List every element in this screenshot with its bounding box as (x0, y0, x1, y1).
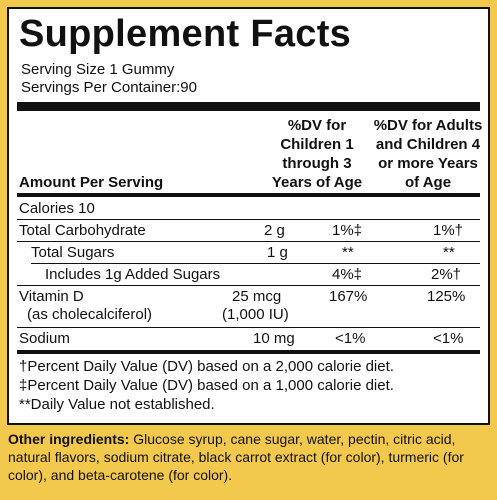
nutrient-name: Includes 1g Added Sugars (45, 266, 221, 283)
dv-adults-value: 1%† (433, 222, 464, 239)
header-dv-children-line: Children 1 (280, 136, 354, 153)
dv-children-value: ** (342, 244, 354, 261)
dv-adults-value: ** (443, 244, 455, 261)
table-row: Sodium 10 mg <1% <1% (17, 328, 480, 350)
supplement-facts-panel: Supplement Facts Serving Size 1 Gummy Se… (7, 7, 490, 425)
nutrient-amount: 1 g (267, 244, 288, 261)
nutrient-amount: 2 g (264, 222, 285, 239)
other-ingredients: Other ingredients: Glucose syrup, cane s… (8, 430, 493, 484)
servings-per-container: Servings Per Container:90 (21, 79, 197, 96)
table-row: Total Sugars 1 g ** ** (17, 242, 480, 264)
header-dv-adults-line: %DV for Adults (373, 117, 483, 134)
header-dv-adults-line: and Children 4 (375, 136, 481, 153)
header-amount-per-serving: Amount Per Serving (19, 174, 164, 191)
header-dv-adults-line: of Age (404, 174, 452, 191)
nutrient-amount: 10 mg (253, 330, 295, 347)
footnote-2000: †Percent Daily Value (DV) based on a 2,0… (19, 358, 394, 375)
table-row: Vitamin D (as cholecalciferol) 25 mcg (1… (17, 286, 480, 328)
row-divider (31, 263, 480, 264)
calories-label: Calories 10 (19, 200, 95, 217)
other-ingredients-label: Other ingredients: (8, 431, 130, 447)
dv-children-value: 167% (329, 288, 368, 305)
row-divider (17, 327, 480, 328)
header-dv-adults-line: or more Years (378, 155, 478, 172)
footnote-dv-not-established: **Daily Value not established. (19, 396, 215, 413)
header-dv-children-line: Years of Age (271, 174, 363, 191)
nutrient-subname: (as cholecalciferol) (27, 306, 153, 323)
calories-row: Calories 10 (17, 198, 480, 220)
row-divider (17, 219, 480, 220)
thick-rule-top (17, 102, 480, 111)
header-dv-children: %DV for Children 1 through 3 Years of Ag… (267, 116, 367, 192)
other-ingredients-text: Glucose syrup, cane sugar, water, pectin… (8, 431, 464, 483)
nutrient-amount: 25 mcg (232, 288, 282, 305)
dv-children-value: <1% (335, 330, 366, 347)
footnote-1000: ‡Percent Daily Value (DV) based on a 1,0… (19, 377, 394, 394)
dv-children-value: 4%‡ (332, 266, 363, 283)
dv-adults-value: 125% (427, 288, 466, 305)
serving-size: Serving Size 1 Gummy (21, 61, 175, 78)
table-row: Includes 1g Added Sugars 4%‡ 2%† (17, 264, 480, 286)
header-dv-adults: %DV for Adults and Children 4 or more Ye… (365, 116, 491, 192)
dv-children-value: 1%‡ (332, 222, 363, 239)
panel-title: Supplement Facts (19, 13, 352, 55)
nutrient-name: Vitamin D (19, 288, 84, 305)
thick-rule-header (17, 193, 480, 197)
dv-adults-value: <1% (433, 330, 464, 347)
row-divider (17, 285, 480, 286)
table-row: Total Carbohydrate 2 g 1%‡ 1%† (17, 220, 480, 242)
nutrient-amount-sub: (1,000 IU) (222, 306, 289, 323)
nutrient-name: Total Sugars (31, 244, 115, 261)
row-divider (17, 241, 480, 242)
header-dv-children-line: %DV for (287, 117, 347, 134)
header-dv-children-line: through 3 (282, 155, 352, 172)
thick-rule-bottom (17, 350, 480, 354)
nutrient-name: Total Carbohydrate (19, 222, 146, 239)
nutrient-name: Sodium (19, 330, 70, 347)
dv-adults-value: 2%† (431, 266, 462, 283)
